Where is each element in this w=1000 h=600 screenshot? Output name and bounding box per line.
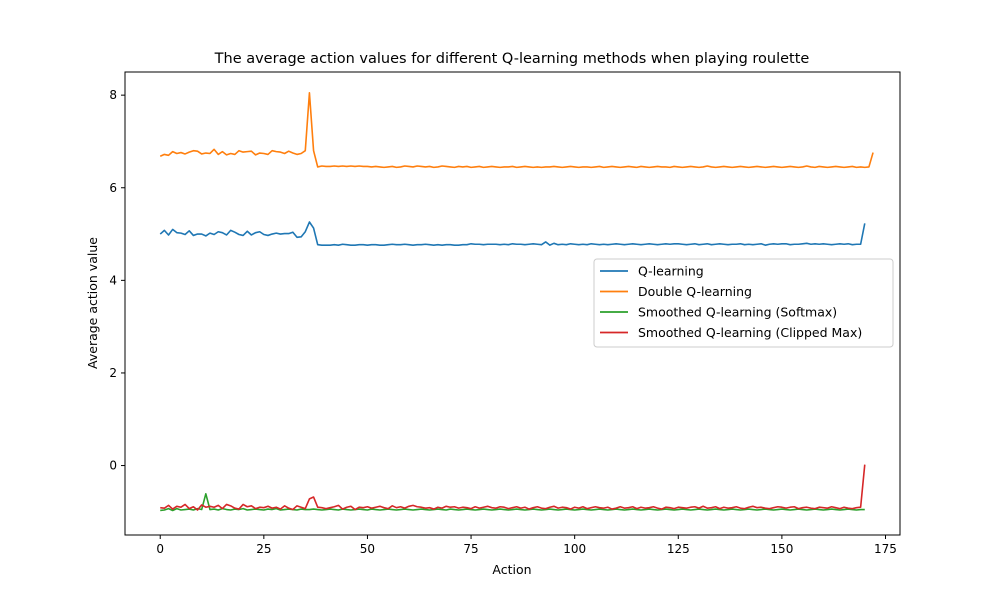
x-tick-label: 100 [563,542,586,556]
legend-label-1: Q-learning [638,264,704,279]
x-tick-label: 0 [156,542,164,556]
chart-title: The average action values for different … [214,51,810,67]
y-tick-label: 2 [109,366,117,380]
x-tick-label: 50 [360,542,375,556]
x-tick-label: 125 [667,542,690,556]
y-tick-label: 8 [109,88,117,102]
y-tick-label: 0 [109,459,117,473]
series-line-4 [160,464,866,511]
y-tick-label: 6 [109,181,117,195]
series-line-1 [159,221,866,246]
legend-label-4: Smoothed Q-learning (Clipped Max) [638,325,862,340]
y-axis: 0 2 4 6 8 [109,88,125,473]
y-tick-label: 4 [109,273,117,287]
series-line-2 [159,92,874,169]
x-tick-label: 150 [770,542,793,556]
x-tick-label: 175 [874,542,897,556]
plot-frame [124,71,901,536]
legend-label-3: Smoothed Q-learning (Softmax) [638,305,837,320]
legend-label-2: Double Q-learning [638,284,752,299]
legend: Q-learning Double Q-learning Smoothed Q-le… [593,258,894,348]
y-axis-label: Average action value [85,237,100,369]
x-tick-label: 25 [256,542,271,556]
x-axis-label: Action [492,562,531,577]
x-axis: 0 25 50 75 100 125 150 175 [156,535,897,556]
x-tick-label: 75 [463,542,478,556]
plot-area [159,92,874,512]
series-line-3 [160,492,865,512]
legend-box [593,258,894,348]
